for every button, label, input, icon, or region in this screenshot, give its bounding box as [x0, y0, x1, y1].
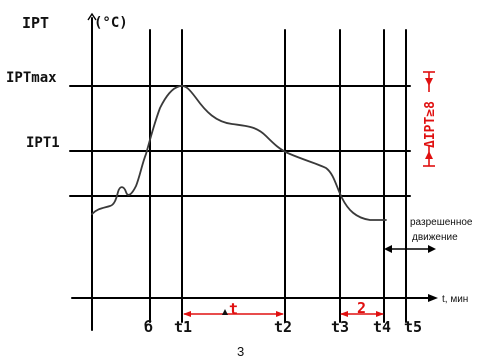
figure-number: 3: [237, 344, 244, 359]
ipt-max-label: IPTmax: [6, 70, 57, 86]
interval-2-arrow-right: [376, 311, 384, 317]
delta-ipt-arrow-top: [425, 78, 433, 86]
interval-2-arrow-left: [340, 311, 348, 317]
time-mark-t2: t2: [274, 318, 292, 336]
interval-2-label: 2: [357, 299, 366, 317]
x-axis-arrow: [428, 294, 438, 302]
time-mark-t1: t1: [174, 318, 192, 336]
delta-ipt-label-bg: [421, 92, 437, 146]
allowed-motion-arrowhead-left: [384, 245, 392, 253]
allowed-motion-line1: разрешенное: [410, 217, 473, 228]
delta-ipt-label: ΔIPT≥8: [423, 101, 438, 148]
delta-t-arrow-right: [276, 311, 284, 317]
time-mark-t4: t4: [373, 318, 391, 336]
allowed-motion-arrowhead-right: [428, 245, 436, 253]
y-axis-unit: (°C): [94, 15, 128, 31]
delta-t-label: t: [229, 300, 238, 318]
delta-t-triangle: [222, 309, 228, 315]
y-axis-tick: [87, 12, 97, 21]
temperature-curve: [91, 85, 387, 221]
x-axis-label: t, мин: [442, 294, 468, 305]
time-mark-t5: t5: [404, 318, 422, 336]
ipt1-label: IPT1: [26, 135, 60, 151]
time-mark-b: б: [144, 318, 153, 336]
allowed-motion-line2: движение: [412, 232, 458, 243]
time-mark-t3: t3: [331, 318, 349, 336]
delta-ipt-arrow-bottom: [425, 151, 433, 159]
y-axis-title: IPT: [22, 14, 49, 32]
delta-t-arrow-left: [183, 311, 191, 317]
